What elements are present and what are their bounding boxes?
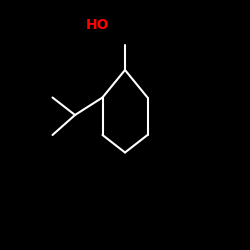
Text: HO: HO (86, 18, 109, 32)
